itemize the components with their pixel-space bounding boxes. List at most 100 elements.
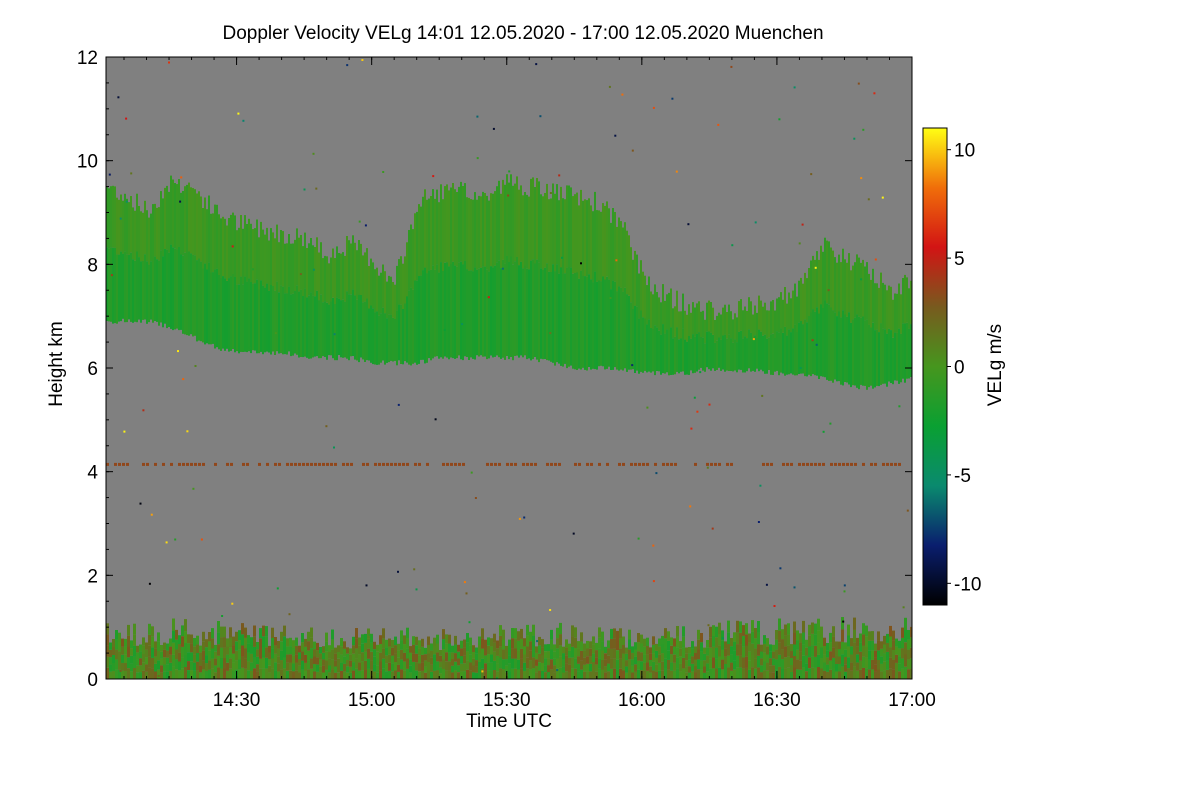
cloud-column-upper <box>232 212 234 274</box>
cloud-column-upper <box>156 207 158 260</box>
boundary-cell <box>406 658 409 669</box>
thin-layer-cell <box>326 462 329 466</box>
boundary-cell <box>280 650 283 661</box>
boundary-cell <box>148 634 151 646</box>
speckle <box>463 581 466 584</box>
boundary-cell <box>205 647 208 656</box>
thin-layer-cell <box>394 462 397 466</box>
speckle <box>873 92 876 95</box>
boundary-cell <box>367 668 370 679</box>
cloud-column-upper <box>346 236 348 292</box>
boundary-cell <box>457 658 460 666</box>
boundary-cell <box>862 634 865 646</box>
boundary-cell <box>733 641 736 651</box>
boundary-cell <box>253 657 256 669</box>
boundary-cell <box>556 627 559 638</box>
cloud-column-upper <box>582 200 584 276</box>
boundary-cell <box>448 652 451 662</box>
boundary-cell <box>826 664 829 672</box>
boundary-cell <box>601 669 604 679</box>
boundary-cell <box>709 658 712 669</box>
boundary-cell <box>466 651 469 661</box>
cloud-column-upper <box>616 226 618 292</box>
cloud-column-lower <box>696 334 698 372</box>
cloud-column-upper <box>866 262 868 320</box>
cloud-column-lower <box>768 337 770 370</box>
cloud-column-lower <box>748 329 750 369</box>
boundary-cell <box>490 670 493 679</box>
boundary-cell <box>391 663 394 672</box>
cloud-column-upper <box>878 287 880 333</box>
speckle <box>798 242 801 245</box>
cloud-column-upper <box>666 294 668 330</box>
boundary-cell <box>352 645 355 654</box>
boundary-cell <box>541 639 544 648</box>
boundary-cell <box>184 631 187 644</box>
boundary-cell <box>535 652 538 660</box>
cloud-column-upper <box>586 200 588 277</box>
boundary-cell <box>358 670 361 679</box>
boundary-cell <box>184 643 187 655</box>
boundary-cell <box>571 636 574 647</box>
thin-layer-cell <box>146 462 149 466</box>
cloud-column-lower <box>908 328 910 379</box>
cloud-column-upper <box>712 307 714 335</box>
boundary-cell <box>805 663 808 672</box>
speckle <box>860 278 863 281</box>
boundary-cell <box>772 665 775 673</box>
boundary-cell <box>814 623 817 635</box>
speckle <box>706 466 709 469</box>
boundary-cell <box>178 635 181 644</box>
thin-layer-cell <box>418 462 421 466</box>
cloud-column-upper <box>730 311 732 339</box>
boundary-cell <box>859 669 862 679</box>
cloud-column-upper <box>798 280 800 323</box>
cloud-column-lower <box>462 264 464 361</box>
boundary-cell <box>724 641 727 649</box>
boundary-cell <box>262 636 265 647</box>
cloud-column-upper <box>316 237 318 291</box>
cloud-column-lower <box>866 319 868 390</box>
boundary-cell <box>712 668 715 679</box>
cloud-column-upper <box>538 181 540 263</box>
boundary-cell <box>235 650 238 661</box>
boundary-cell <box>115 669 118 679</box>
boundary-cell <box>181 646 184 658</box>
speckle <box>315 187 318 190</box>
cloud-column-upper <box>294 239 296 292</box>
speckle <box>496 677 498 679</box>
cloud-column-lower <box>186 252 188 336</box>
cloud-column-lower <box>240 276 242 352</box>
boundary-cell <box>844 671 847 679</box>
boundary-cell <box>445 652 448 662</box>
thin-layer-cell <box>718 462 721 466</box>
cloud-column-lower <box>428 270 430 359</box>
cloud-column-upper <box>740 299 742 331</box>
thin-layer-cell <box>290 462 293 466</box>
cloud-column-lower <box>384 313 386 365</box>
cloud-column-lower <box>480 267 482 356</box>
boundary-cell <box>262 668 265 679</box>
cloud-column-upper <box>178 179 180 248</box>
boundary-cell <box>646 654 649 663</box>
boundary-cell <box>880 648 883 657</box>
boundary-cell <box>868 631 871 641</box>
boundary-cell <box>232 636 235 646</box>
boundary-cell <box>454 661 457 671</box>
boundary-cell <box>430 664 433 672</box>
thin-layer-cell <box>246 462 249 466</box>
cloud-column-lower <box>458 262 460 356</box>
boundary-cell <box>349 654 352 661</box>
cloud-column-lower <box>598 280 600 367</box>
cloud-column-lower <box>306 297 308 358</box>
boundary-cell <box>337 645 340 652</box>
cloud-column-upper <box>150 213 152 262</box>
cloud-column-lower <box>200 261 202 342</box>
boundary-cell <box>796 649 799 660</box>
cloud-column-upper <box>658 297 660 331</box>
boundary-cell <box>220 637 223 648</box>
boundary-cell <box>841 654 844 667</box>
cloud-column-lower <box>878 332 880 387</box>
boundary-cell <box>802 655 805 668</box>
boundary-cell <box>853 666 856 679</box>
